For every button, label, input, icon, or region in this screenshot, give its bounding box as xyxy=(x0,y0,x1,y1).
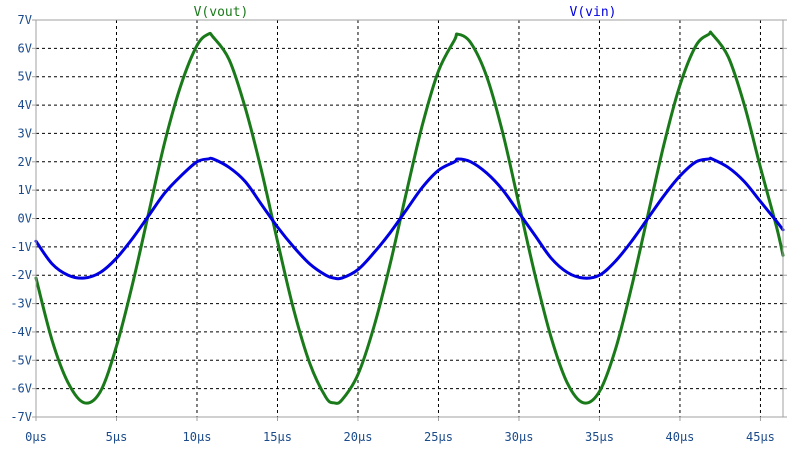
legend-label-0: V(vout) xyxy=(194,5,249,20)
y-tick-label: 7V xyxy=(18,13,32,27)
legend: V(vout) V(vin) xyxy=(194,5,617,20)
x-axis: 0µs 5µs 10µs 15µs 20µs 25µs 30µs 35µs 40µs 45µs xyxy=(25,417,775,444)
y-tick-label: -4V xyxy=(10,325,32,339)
x-tick-label: 45µs xyxy=(746,430,775,444)
x-tick-label: 30µs xyxy=(505,430,534,444)
y-tick-label: -1V xyxy=(10,240,32,254)
x-tick-label: 15µs xyxy=(263,430,292,444)
y-tick-label: -3V xyxy=(10,297,32,311)
y-tick-label: 0V xyxy=(18,212,32,226)
series-group xyxy=(34,30,785,405)
y-tick-label: -2V xyxy=(10,268,32,282)
x-tick-label: 25µs xyxy=(424,430,453,444)
x-tick-label: 0µs xyxy=(25,430,47,444)
x-tick-label: 5µs xyxy=(106,430,128,444)
series-line-1 xyxy=(34,156,785,281)
y-tick-label: 3V xyxy=(18,126,32,140)
y-tick-label: -6V xyxy=(10,382,32,396)
x-tick-label: 35µs xyxy=(585,430,614,444)
legend-label-1: V(vin) xyxy=(570,5,617,20)
y-tick-label: 1V xyxy=(18,183,32,197)
series-line-0 xyxy=(34,30,785,405)
grid xyxy=(36,20,783,417)
x-tick-label: 10µs xyxy=(183,430,212,444)
y-tick-label: -7V xyxy=(10,410,32,424)
y-tick-label: 2V xyxy=(18,155,32,169)
y-tick-label: 6V xyxy=(18,41,32,55)
y-axis: 7V 6V 5V 4V 3V 2V 1V 0V -1V -2V -3V -4V -5V -6V -7V xyxy=(10,13,787,424)
x-tick-label: 20µs xyxy=(344,430,373,444)
y-tick-label: -5V xyxy=(10,353,32,367)
x-tick-label: 40µs xyxy=(666,430,695,444)
y-tick-label: 4V xyxy=(18,98,32,112)
y-tick-label: 5V xyxy=(18,70,32,84)
